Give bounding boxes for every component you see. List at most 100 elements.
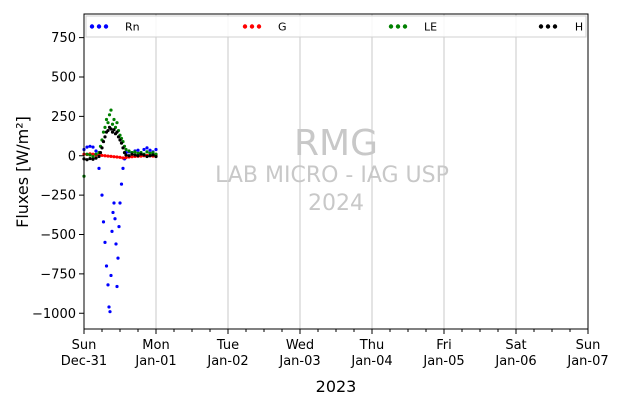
data-point-rn bbox=[111, 210, 115, 215]
x-tick-date: Dec-31 bbox=[61, 354, 107, 369]
data-point-g bbox=[130, 155, 134, 159]
data-point-rn bbox=[107, 305, 111, 309]
data-point-rn bbox=[114, 242, 118, 246]
y-axis-ticks: 750 500 250 0 −250 −500 −750 −1000 bbox=[32, 31, 84, 322]
data-point-le bbox=[85, 152, 89, 156]
legend-marker bbox=[103, 24, 109, 29]
data-point-h bbox=[94, 156, 98, 160]
legend-marker bbox=[256, 24, 262, 29]
legend-label-g: G bbox=[278, 21, 287, 34]
data-point-h bbox=[154, 154, 158, 159]
data-point-rn bbox=[115, 284, 119, 289]
data-point-g bbox=[112, 155, 116, 159]
data-point-rn bbox=[119, 182, 124, 186]
data-point-g bbox=[115, 155, 119, 159]
data-point-rn bbox=[100, 193, 104, 197]
data-point-h bbox=[116, 135, 121, 139]
data-point-g bbox=[100, 153, 104, 158]
data-point-rn bbox=[148, 148, 152, 152]
x-tick-day: Fri bbox=[436, 338, 452, 353]
x-tick-day: Thu bbox=[359, 338, 384, 353]
data-point-h bbox=[127, 154, 131, 158]
data-point-le bbox=[88, 153, 92, 157]
x-tick-date: Jan-02 bbox=[206, 354, 248, 369]
data-point-rn bbox=[85, 145, 89, 149]
data-point-rn bbox=[97, 166, 101, 170]
data-point-h bbox=[109, 127, 113, 131]
data-point-g bbox=[109, 154, 113, 158]
legend-marker bbox=[89, 24, 95, 29]
y-tick-label: 500 bbox=[51, 71, 76, 86]
y-tick-label: 250 bbox=[51, 110, 76, 125]
data-point-rn bbox=[106, 283, 110, 287]
data-point-h bbox=[98, 151, 103, 155]
data-point-h bbox=[136, 154, 140, 158]
data-point-le bbox=[107, 113, 112, 117]
data-point-rn bbox=[94, 149, 98, 153]
legend: Rn G LE H bbox=[85, 15, 587, 38]
data-point-le bbox=[127, 149, 131, 153]
legend-marker bbox=[242, 24, 248, 29]
data-point-h bbox=[115, 130, 119, 134]
y-tick-label: −250 bbox=[40, 189, 76, 204]
data-point-h bbox=[124, 153, 128, 157]
y-tick-label: 0 bbox=[68, 149, 76, 164]
data-point-h bbox=[119, 141, 124, 145]
legend-marker bbox=[249, 24, 255, 29]
data-point-rn bbox=[104, 264, 109, 268]
data-point-le bbox=[103, 125, 107, 129]
data-point-h bbox=[145, 154, 149, 159]
data-point-h bbox=[85, 158, 89, 162]
data-point-g bbox=[106, 154, 110, 158]
data-point-h bbox=[88, 156, 92, 161]
x-tick-date: Jan-04 bbox=[350, 354, 392, 369]
data-point-rn bbox=[101, 220, 106, 224]
data-point-g bbox=[124, 156, 128, 160]
x-tick-date: Jan-07 bbox=[566, 354, 608, 369]
watermark: RMG LAB MICRO - IAG USP 2024 bbox=[215, 123, 449, 216]
x-tick-day: Sat bbox=[505, 338, 526, 353]
data-point-rn bbox=[121, 166, 125, 170]
watermark-rmg: RMG bbox=[294, 123, 378, 164]
data-point-le bbox=[124, 147, 128, 152]
data-point-rn bbox=[91, 145, 95, 149]
data-point-h bbox=[101, 139, 106, 144]
data-point-le bbox=[104, 117, 109, 122]
data-point-h bbox=[106, 128, 110, 133]
legend-label-le: LE bbox=[424, 21, 437, 34]
data-point-h bbox=[91, 157, 95, 161]
data-point-h bbox=[133, 153, 137, 157]
x-tick-day: Tue bbox=[216, 338, 239, 353]
legend-marker bbox=[96, 24, 102, 29]
data-point-h bbox=[100, 146, 104, 150]
grid-lines bbox=[155, 14, 517, 329]
data-point-rn bbox=[117, 225, 121, 229]
data-point-g bbox=[121, 156, 125, 160]
legend-marker bbox=[388, 24, 394, 29]
data-points bbox=[82, 108, 158, 314]
data-point-rn bbox=[154, 147, 158, 152]
data-point-le bbox=[112, 117, 116, 122]
data-point-le bbox=[148, 151, 152, 155]
x-axis-ticks: SunDec-31MonJan-01TueJan-02WedJan-03ThuJ… bbox=[61, 329, 609, 369]
data-point-h bbox=[121, 146, 125, 150]
data-point-h bbox=[151, 153, 155, 157]
data-point-rn bbox=[103, 240, 107, 244]
y-axis-label: Fluxes [W/m²] bbox=[13, 116, 32, 228]
legend-label-rn: Rn bbox=[125, 21, 140, 34]
data-point-le bbox=[94, 152, 98, 156]
data-point-le bbox=[151, 151, 155, 155]
data-point-g bbox=[91, 152, 95, 156]
data-point-rn bbox=[110, 229, 114, 233]
y-tick-label: 750 bbox=[51, 31, 76, 46]
data-point-g bbox=[118, 155, 122, 159]
x-tick-day: Sun bbox=[72, 338, 97, 353]
data-point-h bbox=[97, 154, 101, 159]
data-point-rn bbox=[136, 148, 140, 152]
x-tick-date: Jan-03 bbox=[278, 354, 320, 369]
legend-box bbox=[85, 15, 587, 38]
x-axis-label: 2023 bbox=[316, 377, 357, 396]
data-point-le bbox=[145, 150, 149, 154]
data-point-h bbox=[122, 151, 127, 155]
